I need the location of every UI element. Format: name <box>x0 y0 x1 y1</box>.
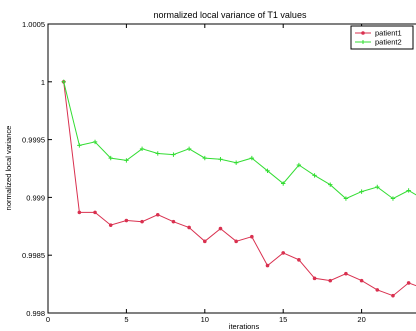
data-point <box>171 219 176 224</box>
data-point <box>202 155 207 161</box>
data-point <box>312 173 317 178</box>
legend-item: patient2 <box>355 38 402 47</box>
data-point <box>234 239 238 244</box>
data-point <box>139 146 145 152</box>
data-point <box>155 151 160 156</box>
data-point <box>297 258 301 262</box>
data-point <box>375 288 380 292</box>
y-tick-label: 1.0005 <box>22 20 45 29</box>
series-layer <box>61 79 416 298</box>
data-point <box>140 219 144 224</box>
x-tick-label: 10 <box>201 315 209 324</box>
series-patient2 <box>61 79 416 201</box>
series-patient1 <box>61 80 416 298</box>
data-point <box>155 212 160 217</box>
y-axis: 0.998 0.9985 0.999 0.9995 1 1.0005 <box>22 20 52 318</box>
data-point <box>281 251 286 255</box>
legend-item: patient1 <box>355 29 402 38</box>
data-point <box>406 281 411 285</box>
y-tick-label: 0.998 <box>26 309 45 318</box>
data-point <box>249 155 255 161</box>
data-point <box>77 143 82 148</box>
legend-box <box>350 25 414 50</box>
data-point <box>250 234 254 239</box>
data-point <box>218 157 223 162</box>
data-point <box>186 146 192 152</box>
x-tick-label: 15 <box>279 315 287 324</box>
data-point <box>265 263 270 268</box>
data-point <box>93 210 97 215</box>
legend-label: patient1 <box>375 29 402 38</box>
data-point <box>406 188 411 193</box>
data-point <box>328 278 333 283</box>
data-point <box>108 223 113 227</box>
data-point <box>108 155 113 161</box>
data-point <box>312 276 317 281</box>
legend-marker <box>361 31 365 35</box>
x-axis-label: iterations <box>229 322 260 331</box>
data-point <box>218 226 223 231</box>
y-tick-label: 0.9995 <box>22 136 45 145</box>
data-point <box>92 139 98 145</box>
legend-label: patient2 <box>375 38 402 47</box>
data-point <box>375 184 380 190</box>
plot-area <box>47 23 416 314</box>
data-point <box>344 271 348 276</box>
data-point <box>343 196 349 201</box>
data-point <box>265 168 270 174</box>
data-point <box>328 182 333 187</box>
data-point <box>296 162 302 168</box>
y-tick-label: 1 <box>41 78 45 87</box>
data-point <box>187 225 191 230</box>
y-tick-label: 0.9985 <box>22 251 45 260</box>
data-point <box>391 293 395 298</box>
data-point <box>233 160 239 165</box>
chart-title: normalized local variance of T1 values <box>154 10 307 20</box>
legend-marker <box>361 40 365 44</box>
data-point <box>61 79 66 84</box>
data-point <box>124 218 129 223</box>
data-point <box>124 158 129 163</box>
data-point <box>77 210 82 215</box>
data-point <box>281 181 286 186</box>
data-point <box>390 196 396 201</box>
data-point <box>171 152 176 157</box>
data-point <box>359 278 364 283</box>
data-point <box>203 239 207 244</box>
x-tick-label: 20 <box>357 315 365 324</box>
x-tick-label: 5 <box>124 315 128 324</box>
x-tick-label: 0 <box>46 315 50 324</box>
y-axis-label: normalized local variance <box>4 126 13 211</box>
data-point <box>359 189 364 194</box>
y-tick-label: 0.999 <box>26 193 45 202</box>
